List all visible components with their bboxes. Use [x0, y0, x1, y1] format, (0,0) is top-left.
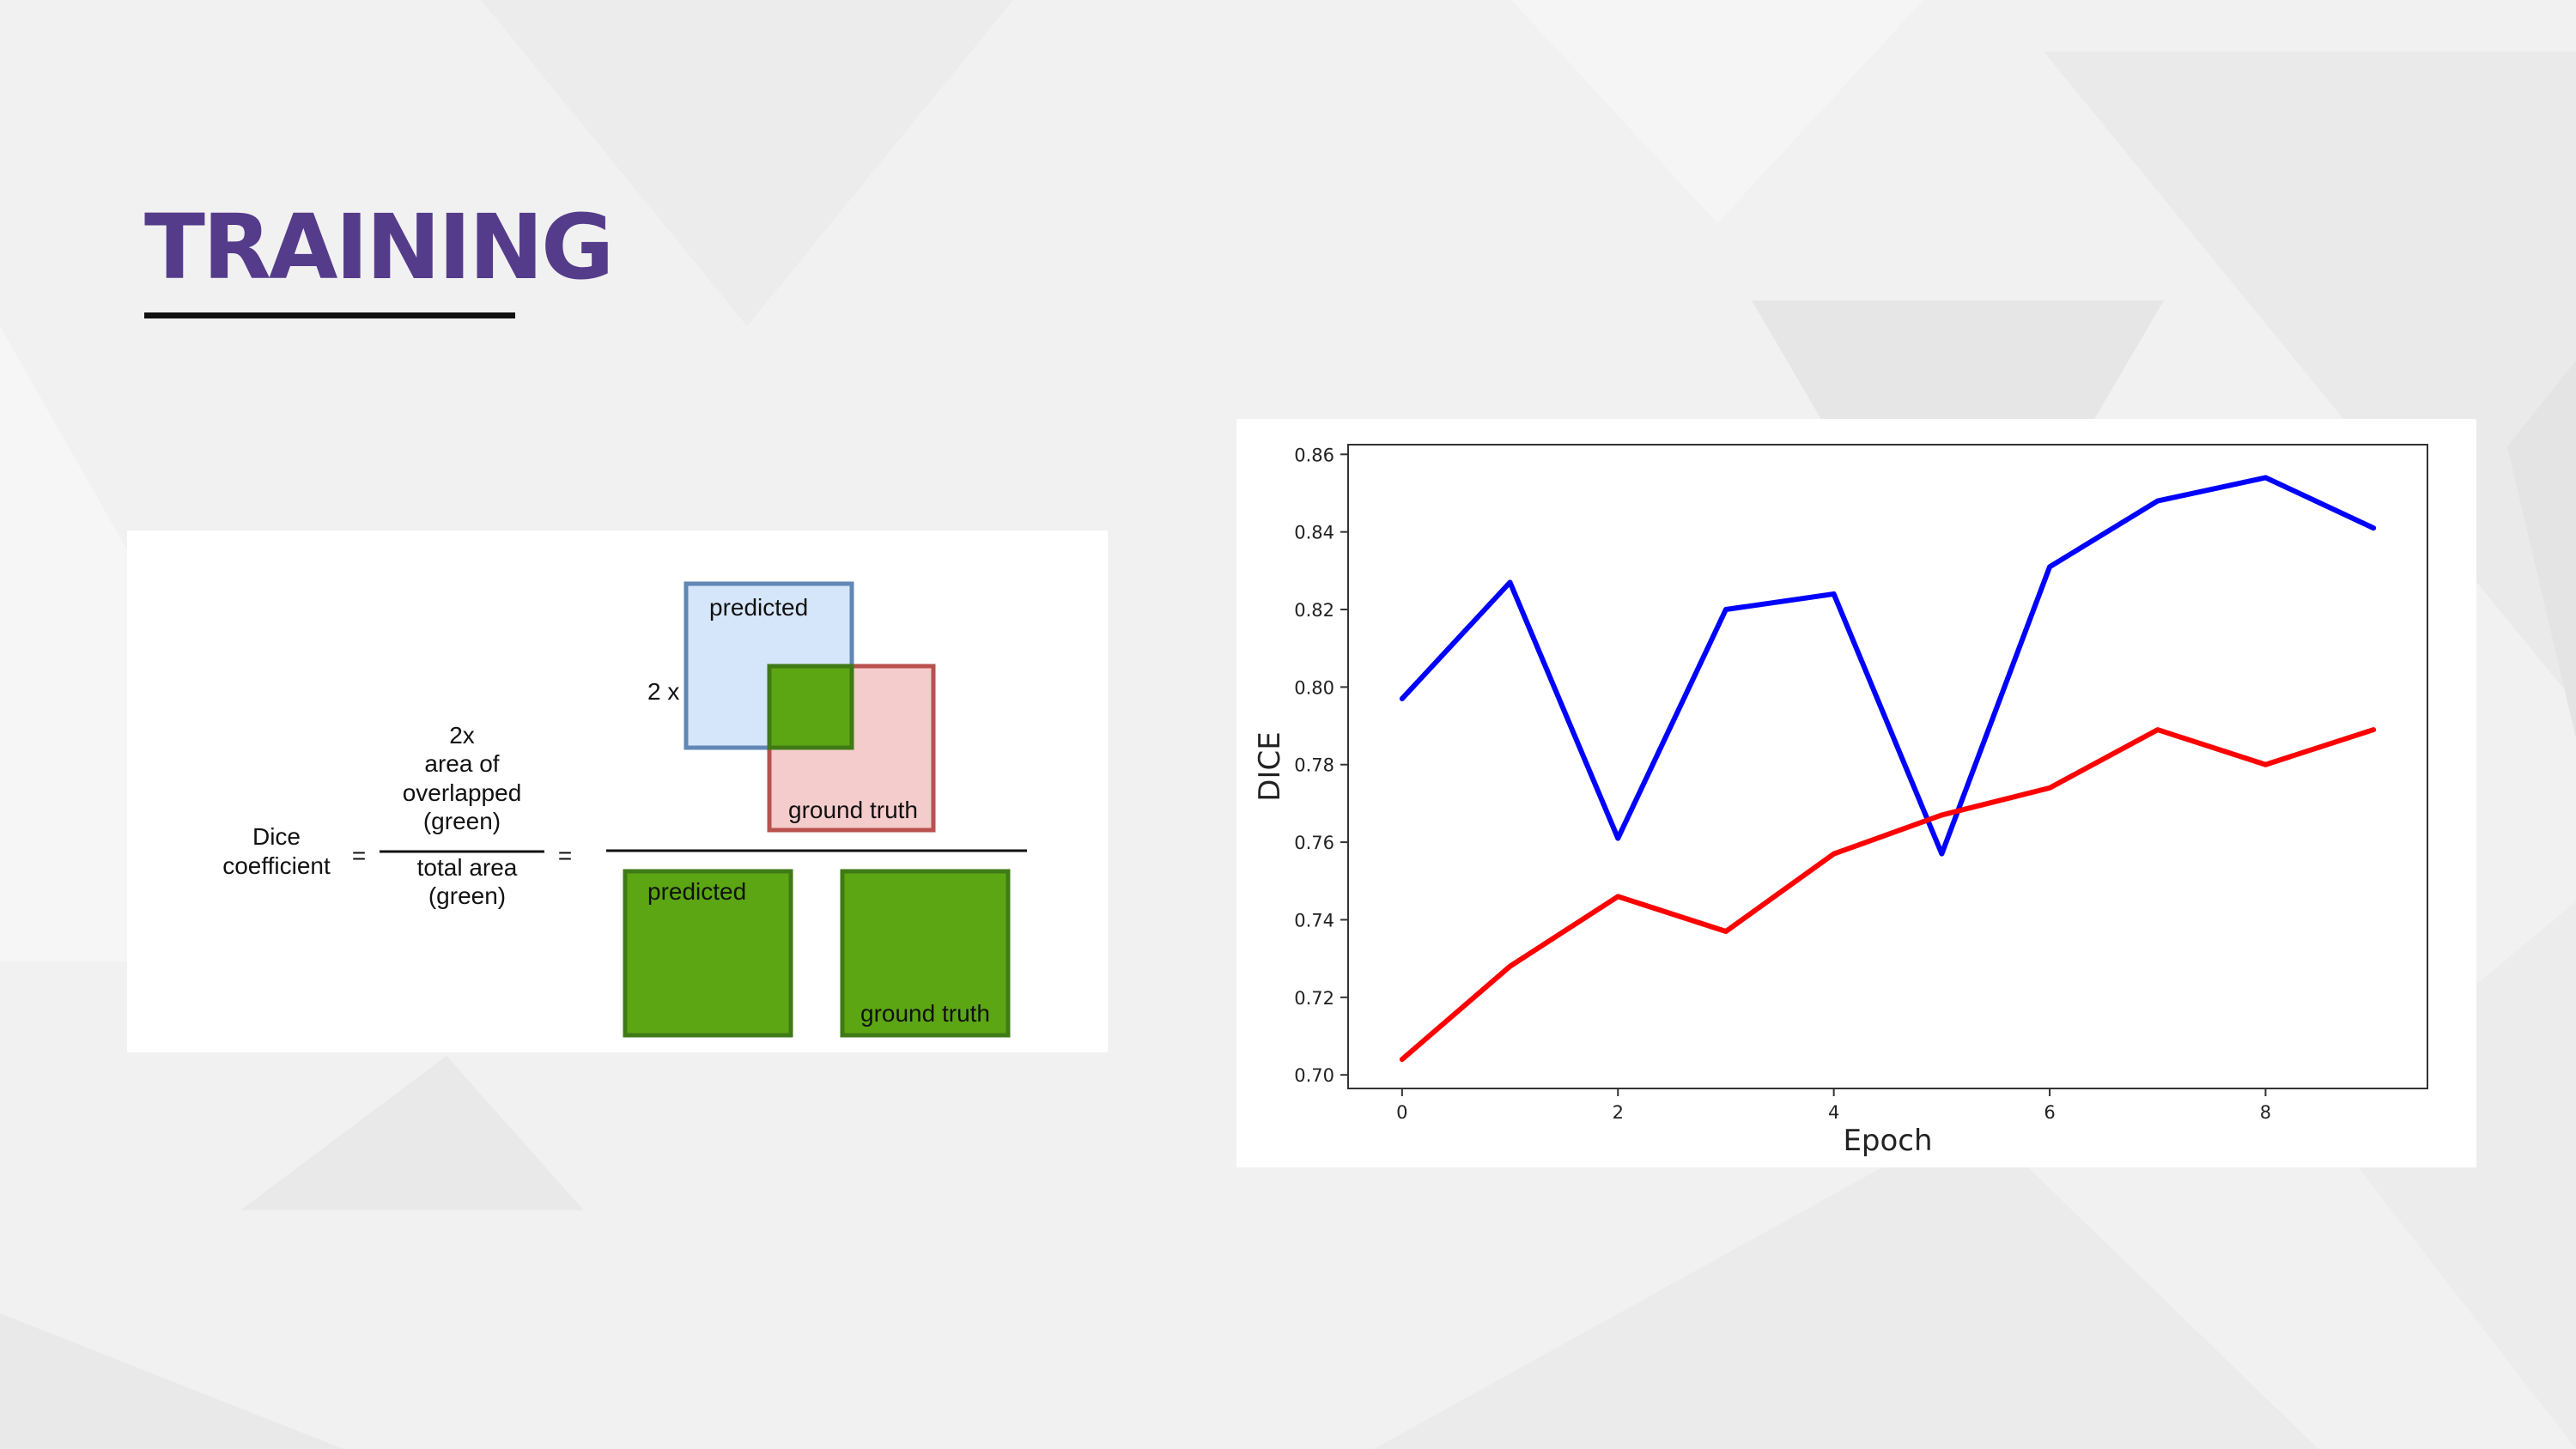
- dice-coefficient-diagram: Dice coefficient = 2x area of overlapped…: [127, 530, 1108, 1052]
- overlap-region: [767, 664, 854, 750]
- x-tick-label: 6: [2044, 1102, 2055, 1123]
- y-tick-label: 0.76: [1294, 833, 1334, 853]
- equals-sign-2: =: [558, 842, 572, 869]
- plot-frame: [1347, 444, 2428, 1089]
- ground-truth-area-box: [840, 869, 1011, 1038]
- numerator-line2: area of: [424, 750, 499, 777]
- equals-sign-1: =: [352, 842, 366, 869]
- y-tick-label: 0.74: [1294, 910, 1334, 931]
- predicted-area-box: [623, 869, 793, 1038]
- y-tick-label: 0.72: [1294, 988, 1334, 1009]
- dice-diagram-svg: Dice coefficient = 2x area of overlapped…: [222, 581, 1027, 1038]
- predicted-box-label: predicted: [709, 594, 808, 621]
- y-tick-label: 0.70: [1294, 1065, 1334, 1086]
- dice-label-line1: Dice: [252, 823, 301, 850]
- ground-truth-area-label: ground truth: [860, 1000, 990, 1027]
- x-tick-label: 4: [1828, 1102, 1839, 1123]
- multiplier-label: 2 x: [647, 678, 679, 705]
- y-tick-label: 0.80: [1294, 677, 1334, 698]
- series-line-1: [1399, 475, 2377, 857]
- predicted-area-label: predicted: [647, 878, 746, 905]
- denominator-line1: total area: [417, 854, 518, 881]
- dice-label-line2: coefficient: [222, 852, 331, 879]
- x-tick-label: 8: [2260, 1102, 2271, 1123]
- ground-truth-box-label: ground truth: [788, 797, 918, 823]
- slide-title: TRAINING: [144, 195, 614, 300]
- y-tick-label: 0.86: [1294, 445, 1334, 465]
- y-tick-label: 0.84: [1294, 523, 1334, 543]
- series-line-2: [1399, 727, 2377, 1063]
- dice-chart-panel: 0.70 0.72 0.74 0.76 0.78 0.80 0.82 0.84 0.86 0 2 4 6…: [1236, 419, 2476, 1167]
- x-tick-label: 0: [1396, 1102, 1407, 1123]
- y-tick-label: 0.78: [1294, 755, 1334, 776]
- denominator-line2: (green): [428, 882, 506, 909]
- x-axis-label: Epoch: [1843, 1124, 1932, 1158]
- y-tick-label: 0.82: [1294, 600, 1334, 621]
- numerator-line4: (green): [423, 808, 501, 834]
- numerator-line1: 2x: [449, 722, 475, 749]
- y-axis-label: DICE: [1253, 731, 1287, 801]
- x-tick-label: 2: [1613, 1102, 1624, 1123]
- dice-line-chart: 0.70 0.72 0.74 0.76 0.78 0.80 0.82 0.84 0.86 0 2 4 6…: [1253, 444, 2428, 1158]
- title-underline: [144, 312, 515, 318]
- numerator-line3: overlapped: [403, 779, 522, 806]
